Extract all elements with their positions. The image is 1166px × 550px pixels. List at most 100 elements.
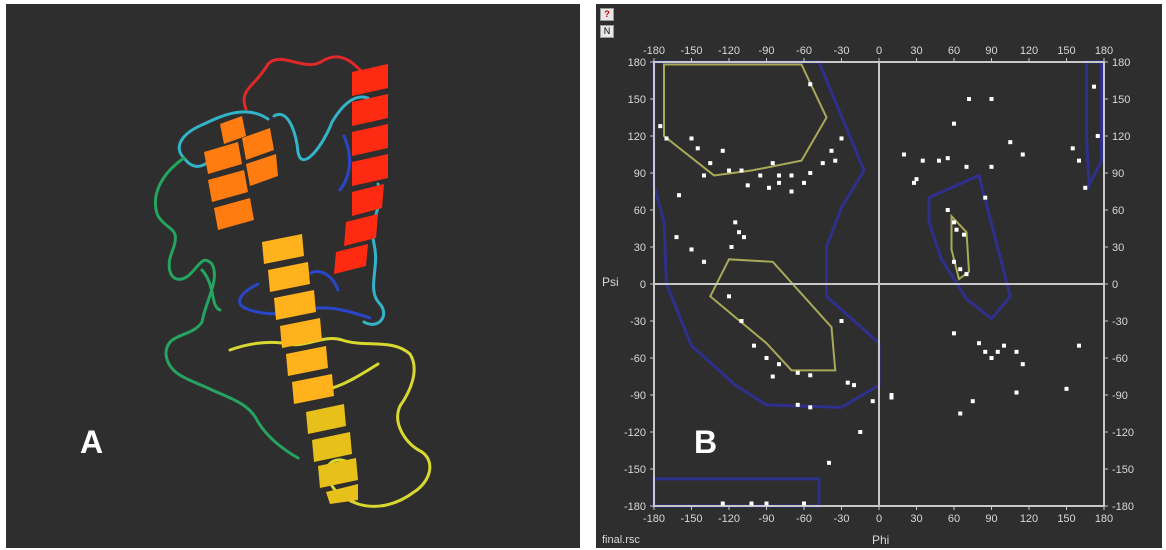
data-point <box>664 136 669 141</box>
x-tick-label-bottom: -120 <box>718 513 740 525</box>
data-point <box>827 460 831 465</box>
data-point <box>777 362 781 367</box>
data-point <box>802 180 806 185</box>
panel-a-label: A <box>80 424 104 460</box>
y-tick-label-right: -30 <box>1112 316 1128 328</box>
allowed-region-0 <box>652 60 881 409</box>
data-point <box>789 173 794 178</box>
data-point <box>729 245 734 249</box>
data-point <box>1064 386 1069 391</box>
y-tick-label-left: -150 <box>624 464 646 476</box>
y-tick-label-right: 90 <box>1112 168 1124 180</box>
y-tick-label-left: 60 <box>634 205 646 217</box>
y-tick-label-left: -120 <box>624 427 646 439</box>
data-point <box>1077 343 1081 348</box>
data-point <box>820 161 825 166</box>
data-point <box>852 383 856 388</box>
data-point <box>808 82 813 87</box>
data-point <box>1070 146 1075 151</box>
data-point <box>989 356 994 360</box>
x-tick-label-top: 180 <box>1095 45 1113 57</box>
data-point <box>770 374 775 379</box>
data-point <box>983 195 988 200</box>
y-tick-label-right: 30 <box>1112 242 1124 254</box>
x-tick-label-bottom: -60 <box>796 513 812 525</box>
helix-gold <box>262 234 334 404</box>
data-point <box>839 136 844 141</box>
x-tick-label-bottom: -30 <box>834 513 850 525</box>
y-tick-label-left: 90 <box>634 168 646 180</box>
y-tick-label-right: -150 <box>1112 464 1134 476</box>
x-tick-label-top: -90 <box>759 45 775 57</box>
data-point <box>689 247 694 252</box>
data-point <box>808 171 813 175</box>
data-point <box>1095 134 1100 138</box>
data-point <box>964 272 969 277</box>
y-tick-label-left: -30 <box>630 316 646 328</box>
y-tick-label-left: 180 <box>628 57 646 69</box>
x-tick-label-bottom: 150 <box>1057 513 1075 525</box>
y-tick-label-left: -180 <box>624 501 646 513</box>
ramachandran-plot-panel: -180 -180 -150 -150 -120 -120 -90 -90 -60 -60 -30 -… <box>596 4 1162 548</box>
x-tick-label-top: 60 <box>948 45 960 57</box>
data-point <box>958 267 963 272</box>
helix-red <box>334 64 388 274</box>
coil-green <box>153 156 300 460</box>
data-point <box>902 152 906 157</box>
data-point <box>889 395 894 400</box>
y-tick-label-right: 120 <box>1112 131 1130 143</box>
data-point <box>970 399 975 404</box>
y-tick-label-left: 30 <box>634 242 646 254</box>
y-tick-label-right: 60 <box>1112 205 1124 217</box>
y-tick-label-right: 150 <box>1112 94 1130 106</box>
data-point <box>745 183 750 188</box>
y-tick-label-left: -60 <box>630 353 646 365</box>
x-axis-label: Phi <box>872 533 889 547</box>
data-point <box>795 402 800 407</box>
data-point <box>945 156 950 161</box>
data-point <box>977 341 981 346</box>
favored-region-2 <box>950 213 971 281</box>
data-point <box>962 232 966 237</box>
x-tick-label-top: 0 <box>876 45 882 57</box>
data-point <box>954 227 959 232</box>
data-point <box>677 193 681 198</box>
data-point <box>1020 152 1025 157</box>
allowed-region-3 <box>652 477 821 508</box>
x-tick-label-bottom: 90 <box>985 513 997 525</box>
favored-region-1 <box>708 258 837 372</box>
data-point <box>758 173 763 178</box>
data-point <box>914 177 919 182</box>
data-point <box>752 343 756 348</box>
data-point <box>808 373 813 378</box>
ramachandran-plot: -180 -180 -150 -150 -120 -120 -90 -90 -60 -60 -30 -… <box>602 45 1134 547</box>
data-point <box>777 173 781 178</box>
data-point <box>764 356 769 360</box>
help-button[interactable]: ? <box>600 8 614 21</box>
data-point <box>829 148 834 153</box>
coil-cyan <box>177 95 386 326</box>
x-tick-label-top: -180 <box>643 45 665 57</box>
x-tick-label-top: -150 <box>680 45 702 57</box>
x-tick-label-top: -60 <box>796 45 812 57</box>
data-point <box>1014 349 1019 354</box>
data-point <box>777 180 781 185</box>
x-tick-label-top: 30 <box>910 45 922 57</box>
data-point <box>695 146 700 151</box>
data-point <box>870 399 875 404</box>
panel-b-label: B <box>694 424 718 460</box>
data-point <box>912 180 916 185</box>
data-point <box>1014 390 1019 395</box>
data-point <box>920 158 925 163</box>
y-tick-label-right: -90 <box>1112 390 1128 402</box>
helix-yellow <box>306 404 358 504</box>
data-point <box>964 164 969 169</box>
x-tick-label-bottom: -90 <box>759 513 775 525</box>
x-tick-label-bottom: 0 <box>876 513 882 525</box>
data-point <box>989 164 994 169</box>
data-point <box>749 501 754 506</box>
n-button[interactable]: N <box>600 25 614 38</box>
data-point <box>1002 343 1006 348</box>
protein-ribbon-image <box>153 55 432 508</box>
data-point <box>858 430 863 434</box>
